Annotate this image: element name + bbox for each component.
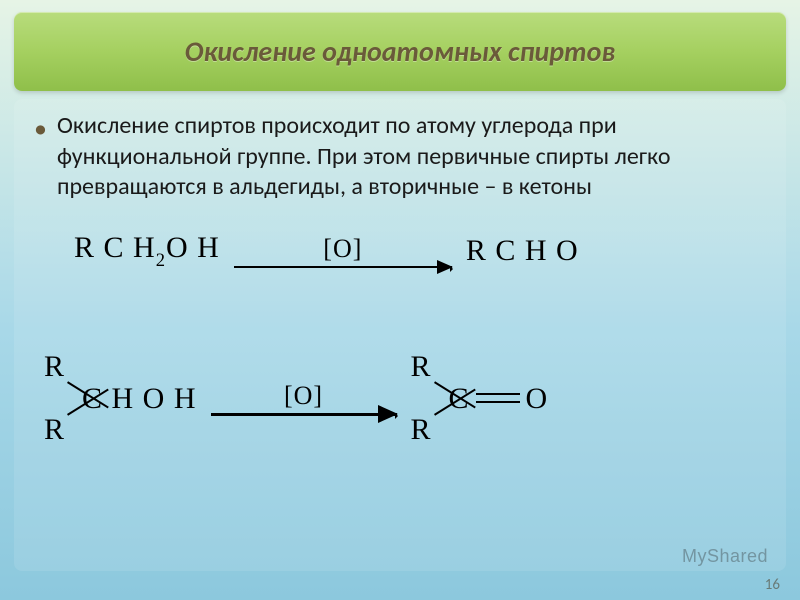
reaction-arrow: [O]: [234, 234, 452, 268]
chem-text: R C H: [74, 231, 156, 264]
chem-O: O: [526, 383, 549, 415]
bullet-marker-icon: •: [34, 115, 47, 141]
double-bond-icon: [476, 393, 520, 403]
product-secondary: R C O R: [411, 351, 549, 446]
reaction-secondary: R C H O H R [O]: [44, 351, 548, 446]
chem-text: O H: [166, 231, 220, 264]
chem-subscript: 2: [156, 250, 166, 271]
product-primary: R C H O: [466, 234, 579, 268]
bullet-text: Окисление спиртов происходит по атому уг…: [57, 111, 766, 203]
reaction-arrow: [O]: [211, 381, 397, 416]
watermark: MyShared: [682, 546, 768, 567]
chem-R-bot: R: [44, 414, 65, 446]
reaction-primary: R C H2O H [O] R C H O: [74, 231, 579, 270]
arrow-line-icon: [211, 413, 397, 416]
arrow-line-icon: [234, 266, 452, 268]
arrow-label: [O]: [323, 234, 362, 264]
page-number: 16: [765, 576, 780, 594]
reactant-primary: R C H2O H: [74, 231, 220, 270]
chem-R-top: R: [44, 351, 65, 383]
bullet-item: • Окисление спиртов происходит по атому …: [34, 111, 766, 203]
title-bar: Окисление одноатомных спиртов: [14, 12, 786, 91]
reactant-secondary: R C H O H R: [44, 351, 197, 446]
chem-mid: C H O H: [82, 383, 197, 415]
slide-title: Окисление одноатомных спиртов: [32, 34, 768, 69]
reaction-area: R C H2O H [O] R C H O R: [34, 211, 766, 521]
chem-R-top: R: [411, 351, 432, 383]
content-panel: • Окисление спиртов происходит по атому …: [14, 99, 786, 571]
slide: Окисление одноатомных спиртов • Окислени…: [0, 0, 800, 600]
arrow-label: [O]: [284, 381, 323, 411]
chem-R-bot: R: [411, 414, 432, 446]
